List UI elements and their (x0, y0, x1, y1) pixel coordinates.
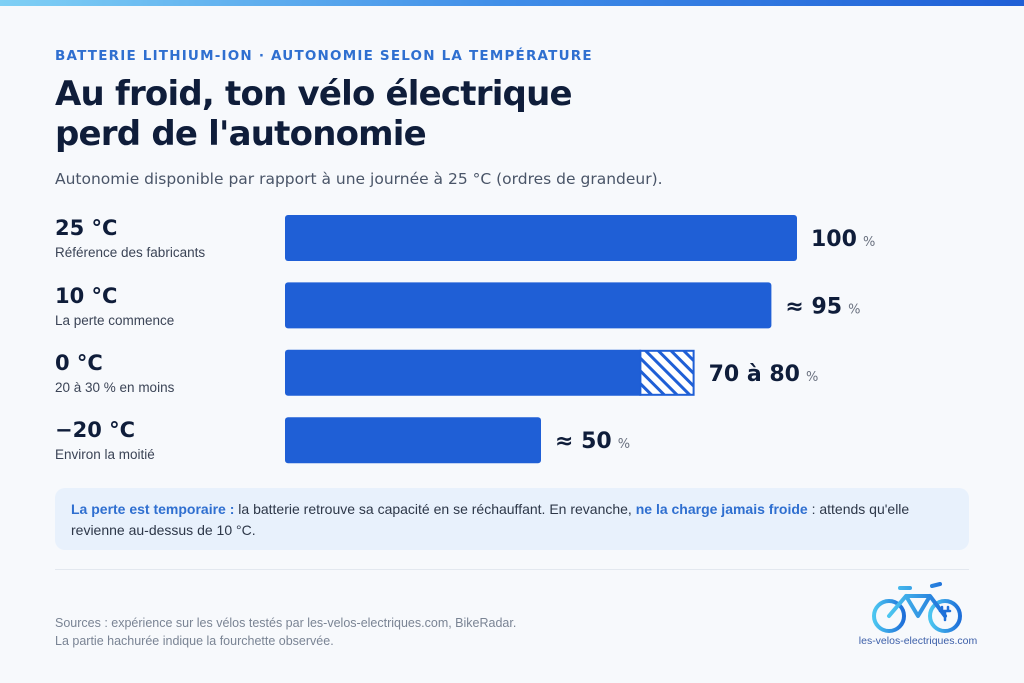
logo-text: les-velos-electriques.com (858, 635, 978, 647)
row-temperature: 10 °C (55, 284, 118, 308)
callout-text-1: la batterie retrouve sa capacité en se r… (234, 501, 636, 517)
sources-block: Sources : expérience sur les vélos testé… (55, 614, 516, 650)
bar-value-label: ≈ 50% (555, 429, 630, 454)
title-line-2: perd de l'autonomie (55, 114, 427, 154)
bar (285, 215, 797, 261)
row-note: 20 à 30 % en moins (55, 380, 175, 395)
bar (285, 349, 644, 396)
callout-lead: La perte est temporaire : (71, 501, 235, 517)
footer-divider (55, 569, 969, 570)
hatch-note: La partie hachurée indique la fourchette… (55, 634, 334, 648)
bar-value-label: 70 à 80% (709, 362, 819, 387)
row-temperature: 25 °C (55, 216, 118, 240)
bar-group: 100% (285, 215, 875, 261)
chart-subtitle: Autonomie disponible par rapport à une j… (55, 170, 663, 188)
bar-group: ≈ 95% (285, 282, 860, 329)
row-label-0c: 0 °C 20 à 30 % en moins (55, 351, 174, 395)
bar-range-hatch (639, 349, 695, 396)
bar-value-label: ≈ 95% (785, 294, 860, 319)
bar-group: ≈ 50% (285, 417, 630, 464)
row-label-minus20c: −20 °C Environ la moitié (55, 418, 155, 462)
row-temperature: −20 °C (55, 418, 136, 442)
row-note: Référence des fabricants (55, 245, 206, 260)
row-label-25c: 25 °C Référence des fabricants (55, 216, 205, 260)
callout-text-2: : attends qu'elle revienne au-dessus de … (71, 501, 910, 538)
bar (285, 282, 772, 329)
bar-value-label: 100% (811, 227, 875, 252)
eyebrow-label: BATTERIE LITHIUM-ION · AUTONOMIE SELON L… (55, 48, 593, 64)
page-title: Au froid, ton vélo électrique perd de l'… (55, 74, 573, 154)
info-callout: La perte est temporaire : la batterie re… (55, 488, 969, 550)
top-accent-bar (0, 0, 1024, 6)
callout-emphasis: ne la charge jamais froide (635, 501, 808, 517)
row-label-10c: 10 °C La perte commence (55, 284, 174, 328)
row-note: La perte commence (55, 313, 175, 328)
bar (285, 417, 541, 464)
row-note: Environ la moitié (55, 447, 155, 462)
ebike-logo-icon (872, 582, 962, 633)
sources-text: Sources : expérience sur les vélos testé… (55, 616, 517, 630)
row-temperature: 0 °C (55, 351, 103, 375)
bar-group: 70 à 80% (285, 349, 819, 396)
title-line-1: Au froid, ton vélo électrique (55, 74, 573, 114)
site-logo[interactable]: les-velos-electriques.com (858, 580, 978, 647)
